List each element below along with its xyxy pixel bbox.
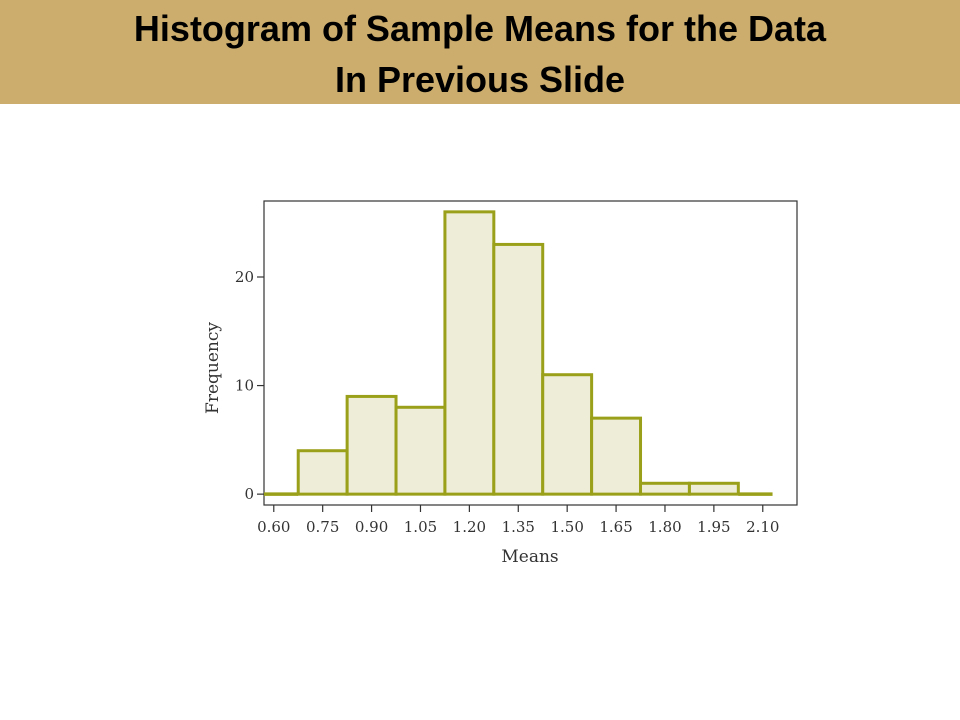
y-tick-label: 10 [235,377,254,395]
histogram-bar [541,373,594,496]
x-tick-label: 1.05 [404,518,437,536]
x-tick-label: 2.10 [746,518,779,536]
y-tick-label: 20 [235,268,254,286]
x-tick-label: 1.80 [648,518,681,536]
x-axis-label: Means [501,547,558,567]
histogram-bar [296,449,349,496]
x-tick-label: 0.75 [306,518,339,536]
x-tick-label: 0.90 [355,518,388,536]
x-tick-label: 1.95 [697,518,730,536]
y-tick-group: 0 10 20 [235,268,264,503]
histogram-bar [394,405,447,496]
slide-title-line-1: Histogram of Sample Means for the Data [133,8,827,49]
histogram-bar [639,481,691,496]
histogram-bar [687,481,740,496]
x-tick-label: 0.60 [257,518,290,536]
x-tick-label: 1.20 [453,518,486,536]
slide-title-line-2: In Previous Slide [334,59,626,100]
title-band: Histogram of Sample Means for the Data I… [0,0,960,104]
x-tick-group: 0.60 0.75 0.90 1.05 1.20 1.35 1.50 1.65 1.80 1.95… [257,505,779,536]
x-tick-label: 1.35 [502,518,535,536]
x-tick-label: 1.50 [550,518,583,536]
bar-group [296,210,740,496]
y-axis-label: Frequency [203,322,223,414]
histogram-bar [492,242,545,496]
x-tick-label: 1.65 [599,518,632,536]
histogram-chart: 0 10 20 0.60 0.75 0.90 1.05 1.20 1.35 1.50 1.65 1.… [203,200,798,567]
histogram-bar [345,394,398,496]
histogram-bar [590,416,643,496]
y-tick-label: 0 [244,485,254,503]
histogram-bar [443,210,496,496]
